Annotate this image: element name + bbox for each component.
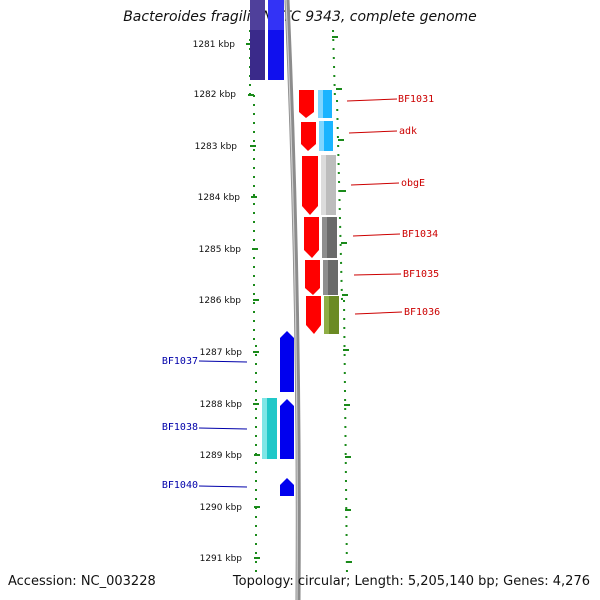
gene-block[interactable] [268, 0, 284, 80]
major-ticks [246, 36, 352, 563]
scale-label: 1287 kbp [200, 348, 243, 358]
left-outer-tick-column [249, 30, 257, 575]
scale-label: 1282 kbp [194, 90, 237, 100]
gene-label-bf1036[interactable]: BF1036 [404, 307, 440, 318]
scale-label: 1290 kbp [200, 503, 243, 513]
scale-label: 1288 kbp [200, 400, 243, 410]
gene-label-bf1040[interactable]: BF1040 [162, 480, 198, 491]
right-outer-tick-column [332, 29, 348, 576]
scale-label: 1281 kbp [193, 40, 236, 50]
gene-arrow[interactable] [304, 217, 319, 258]
gene-arrow[interactable] [306, 296, 321, 334]
gene-label-bf1037[interactable]: BF1037 [162, 356, 198, 367]
genome-summary: Topology: circular; Length: 5,205,140 bp… [232, 574, 590, 589]
gene-arrow[interactable] [280, 331, 294, 392]
accession-label: Accession: NC_003228 [8, 574, 156, 589]
scale-label: 1291 kbp [200, 554, 243, 564]
gene-arrow[interactable] [280, 399, 294, 459]
scale-label: 1283 kbp [195, 142, 238, 152]
gene-arrow[interactable] [301, 122, 316, 151]
gene-arrow[interactable] [299, 90, 314, 118]
scale-label: 1285 kbp [199, 245, 242, 255]
scale-label: 1286 kbp [199, 296, 242, 306]
scale-label: 1284 kbp [198, 193, 241, 203]
gene-arrow[interactable] [305, 260, 320, 295]
gene-block[interactable] [250, 0, 265, 80]
gene-label-bf1031[interactable]: BF1031 [398, 94, 434, 105]
genome-backbone [284, 0, 301, 600]
gene-label-bf1034[interactable]: BF1034 [402, 229, 438, 240]
gene-arrow[interactable] [280, 478, 294, 496]
gene-label-bf1038[interactable]: BF1038 [162, 422, 198, 433]
gene-label-bf1035[interactable]: BF1035 [403, 269, 439, 280]
scale-label: 1289 kbp [200, 451, 243, 461]
gene-label-obge[interactable]: obgE [401, 178, 425, 189]
gene-label-adk[interactable]: adk [399, 126, 417, 137]
gene-arrow[interactable] [302, 156, 318, 215]
map-title: Bacteroides fragilis NCTC 9343, complete… [123, 9, 477, 25]
forward-genes [299, 90, 321, 334]
